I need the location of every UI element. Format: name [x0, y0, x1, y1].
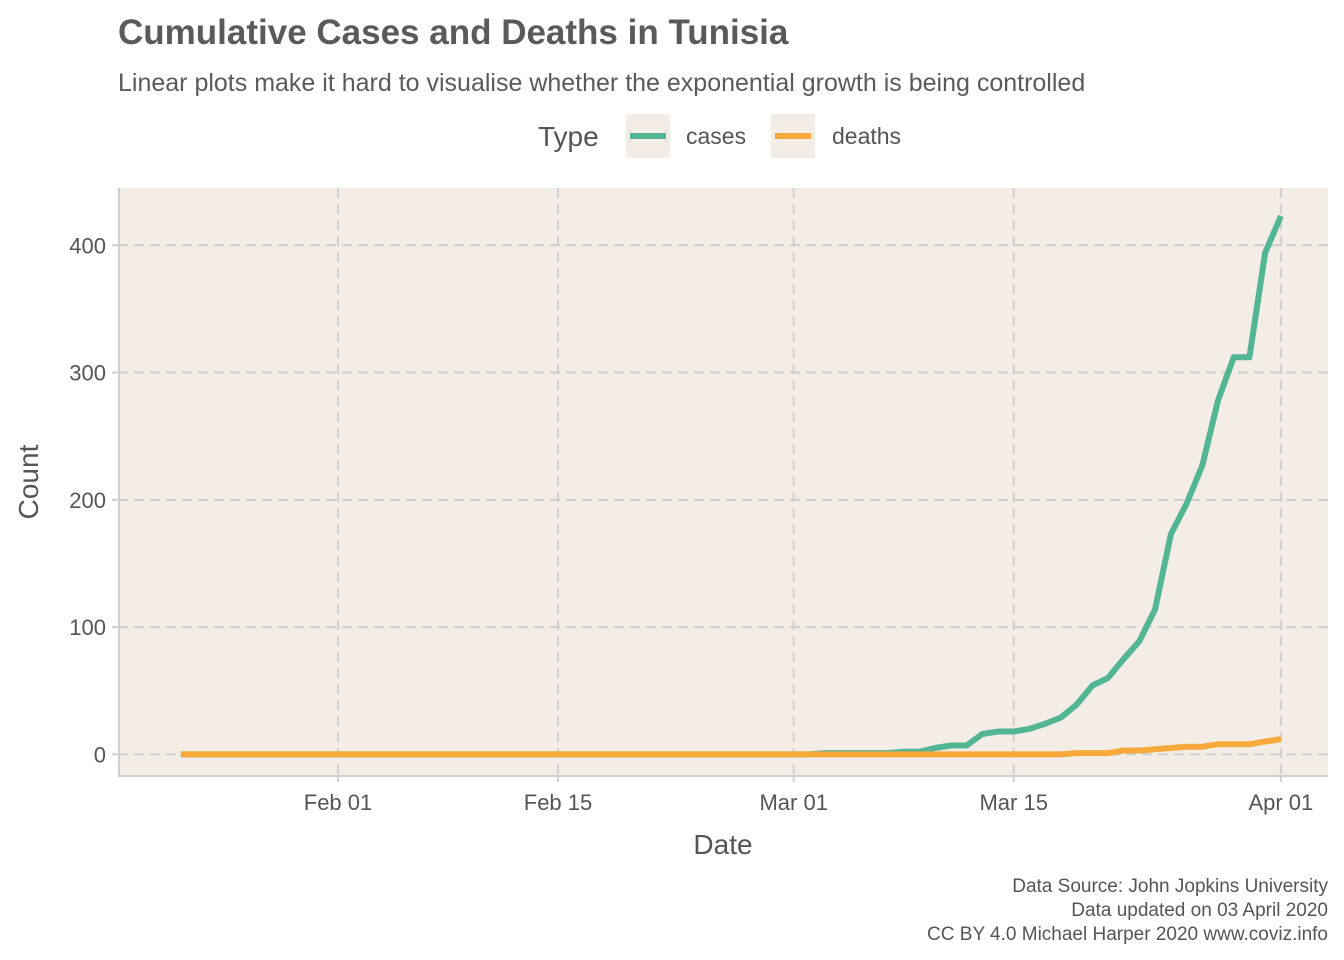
tick-labels: 0 100 200 300 400 Feb 01 Feb 15 Mar 01 Mar 15 Apr… [69, 233, 1313, 815]
gridlines [118, 188, 1328, 776]
y-tick-label: 200 [69, 488, 106, 513]
plot-panel [118, 188, 1328, 776]
x-tick-label: Feb 01 [304, 790, 373, 815]
legend: Type cases deaths [538, 114, 901, 158]
y-tick-label: 300 [69, 361, 106, 386]
series-line-deaths [180, 736, 1282, 758]
series-lines [180, 214, 1284, 758]
legend-label-deaths: deaths [832, 123, 901, 149]
caption-line-1: Data Source: John Jopkins University [1012, 876, 1328, 897]
chart-subtitle: Linear plots make it hard to visualise w… [118, 69, 1085, 97]
chart-title: Cumulative Cases and Deaths in Tunisia [118, 13, 789, 52]
caption-line-2: Data updated on 03 April 2020 [1071, 900, 1328, 921]
x-tick-label: Mar 01 [759, 790, 827, 815]
x-tick-label: Feb 15 [524, 790, 593, 815]
caption-line-3: CC BY 4.0 Michael Harper 2020 www.coviz.… [927, 924, 1328, 945]
caption: Data Source: John Jopkins University Dat… [927, 876, 1328, 945]
y-tick-label: 0 [94, 742, 106, 767]
y-tick-label: 400 [69, 233, 106, 258]
y-tick-label: 100 [69, 615, 106, 640]
x-axis-title: Date [693, 829, 752, 860]
x-tick-label: Apr 01 [1248, 790, 1313, 815]
legend-label-cases: cases [686, 123, 746, 149]
x-tick-label: Mar 15 [979, 790, 1047, 815]
legend-title: Type [538, 121, 599, 152]
y-axis-title: Count [13, 444, 44, 519]
